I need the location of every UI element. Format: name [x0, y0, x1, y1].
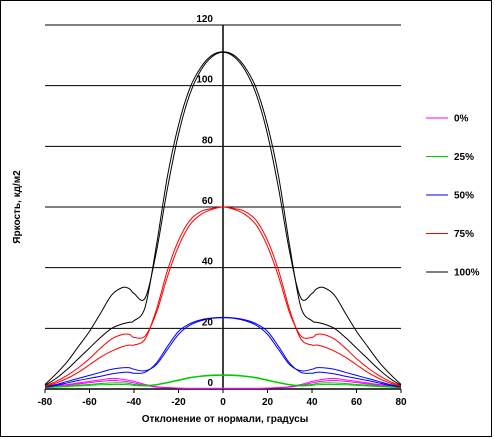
series-25pct-line: [44, 374, 402, 388]
legend: 0% 25% 50% 75% 100%: [426, 114, 480, 279]
x-axis-label: Отклонение от нормали, градусы: [142, 414, 309, 425]
y-tick-label: 120: [196, 14, 213, 25]
legend-label: 100%: [454, 268, 480, 279]
series-25pct-line-b: [44, 374, 402, 389]
series-50pct-line-b: [44, 316, 402, 388]
y-tick-label: 80: [202, 135, 214, 146]
x-tick-label: 0: [220, 397, 226, 408]
axes: [44, 25, 402, 393]
x-tick-label: -80: [38, 397, 53, 408]
x-tick-label: 20: [262, 397, 274, 408]
y-tick-label: 100: [196, 75, 213, 86]
x-tick-label: -60: [82, 397, 97, 408]
legend-label: 75%: [454, 229, 474, 240]
series-layer: [44, 51, 402, 389]
series-100pct-line-b: [44, 51, 402, 386]
x-tick-label: 80: [395, 397, 407, 408]
series-0pct-line-b: [44, 380, 402, 389]
x-tick-label: 60: [351, 397, 363, 408]
legend-label: 0%: [454, 114, 469, 125]
y-tick-label: 40: [202, 257, 214, 268]
tick-labels: -80 -60 -40 -20 0 20 40 60 80 0 20 40 60 80 100 120: [38, 14, 407, 408]
series-75pct-line-b: [44, 206, 402, 388]
legend-label: 25%: [454, 152, 474, 163]
x-tick-label: -20: [171, 397, 186, 408]
y-tick-label: 0: [207, 378, 213, 389]
series-100pct-line: [44, 51, 402, 385]
y-tick-label: 20: [202, 317, 214, 328]
y-tick-label: 60: [202, 196, 214, 207]
legend-label: 50%: [454, 191, 474, 202]
y-axis-label: Яркость, кд/м2: [12, 170, 23, 244]
x-tick-label: -40: [127, 397, 142, 408]
x-tick-label: 40: [306, 397, 318, 408]
